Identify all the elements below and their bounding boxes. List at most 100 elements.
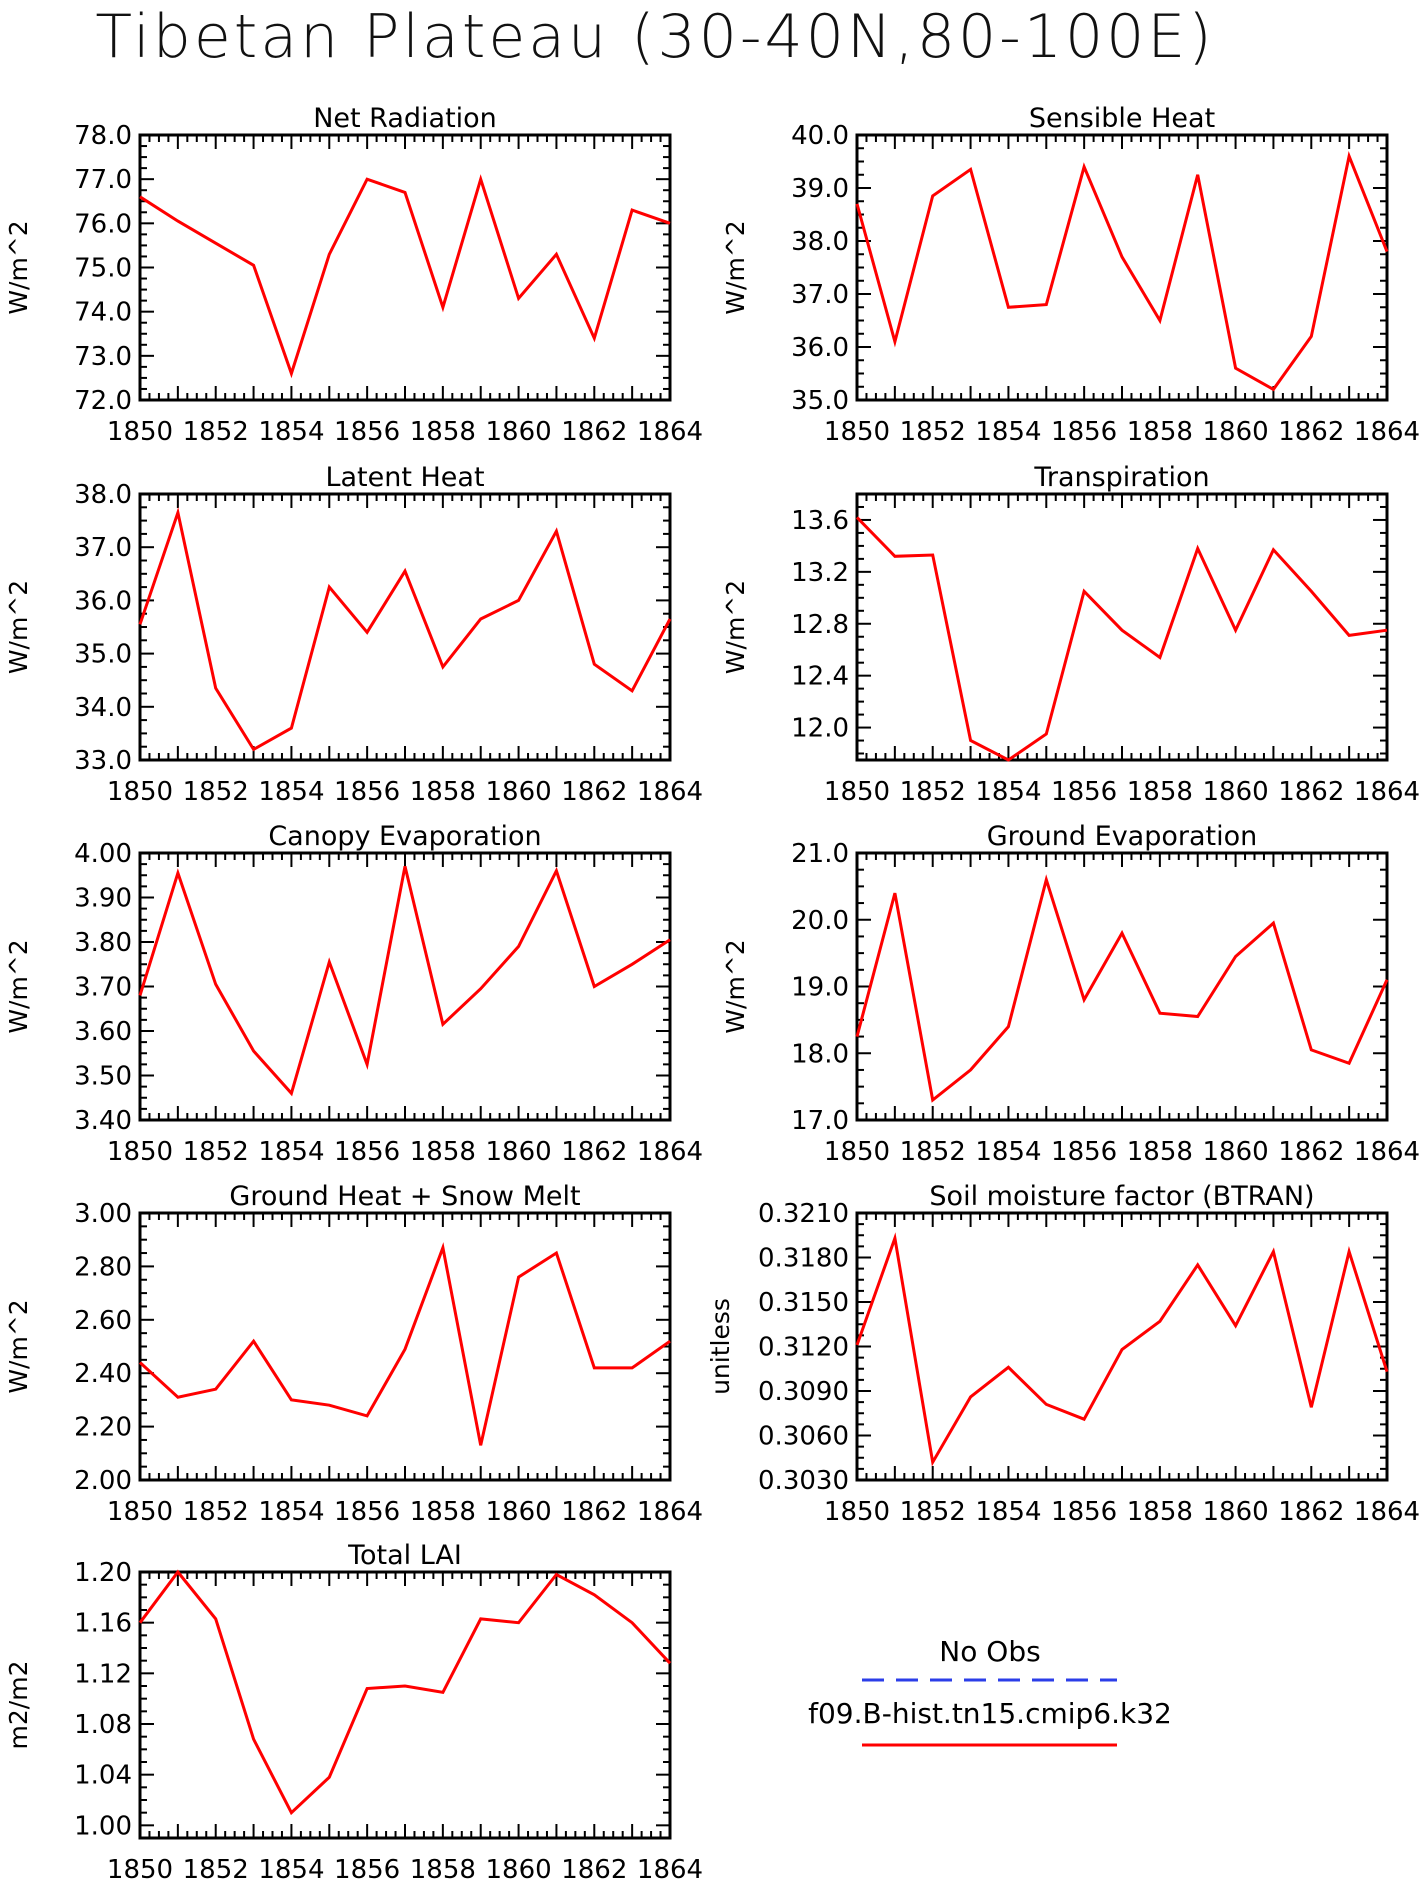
x-tick-label: 1860 xyxy=(1202,777,1268,807)
y-tick-label: 75.0 xyxy=(74,254,132,284)
x-tick-label: 1852 xyxy=(900,777,966,807)
x-tick-label: 1864 xyxy=(637,417,703,447)
panel-title: Net Radiation xyxy=(313,103,497,134)
x-tick-label: 1856 xyxy=(334,1855,400,1885)
y-tick-label: 38.0 xyxy=(74,480,132,510)
panel-9: 1850 1852 1854 1856 1858 1860 1862 1864 1.00 1.04… xyxy=(4,1540,703,1885)
panel-title: Latent Heat xyxy=(325,462,484,493)
x-tick-label: 1860 xyxy=(485,1855,551,1885)
x-tick-label: 1864 xyxy=(1354,1137,1420,1167)
x-tick-label: 1856 xyxy=(334,417,400,447)
x-tick-label: 1858 xyxy=(410,1137,476,1167)
y-tick-label: 33.0 xyxy=(74,746,132,776)
x-tick-label: 1854 xyxy=(258,1855,324,1885)
x-tick-label: 1856 xyxy=(334,1137,400,1167)
x-tick-label: 1856 xyxy=(334,777,400,807)
x-tick-label: 1860 xyxy=(1202,417,1268,447)
x-tick-label: 1858 xyxy=(410,1497,476,1527)
y-tick-label: 18.0 xyxy=(791,1039,849,1069)
y-tick-label: 3.90 xyxy=(74,884,132,914)
x-tick-label: 1852 xyxy=(900,1497,966,1527)
y-tick-label: 0.3030 xyxy=(758,1466,849,1496)
y-tick-label: 35.0 xyxy=(74,640,132,670)
x-tick-label: 1862 xyxy=(561,1855,627,1885)
y-tick-label: 1.00 xyxy=(74,1811,132,1841)
y-tick-label: 2.80 xyxy=(74,1252,132,1282)
x-tick-label: 1862 xyxy=(1278,777,1344,807)
x-tick-label: 1864 xyxy=(637,1137,703,1167)
x-tick-label: 1864 xyxy=(637,777,703,807)
y-axis-label: W/m^2 xyxy=(4,1299,33,1393)
y-tick-label: 3.00 xyxy=(74,1199,132,1229)
x-tick-label: 1860 xyxy=(485,1137,551,1167)
x-tick-label: 1854 xyxy=(975,417,1041,447)
x-tick-label: 1850 xyxy=(824,777,890,807)
panel-title: Ground Evaporation xyxy=(987,821,1258,852)
x-tick-label: 1852 xyxy=(183,777,249,807)
y-tick-label: 72.0 xyxy=(74,386,132,416)
x-tick-label: 1862 xyxy=(1278,417,1344,447)
panel-title: Soil moisture factor (BTRAN) xyxy=(929,1181,1314,1212)
x-tick-label: 1850 xyxy=(107,1137,173,1167)
y-tick-label: 1.12 xyxy=(74,1659,132,1689)
panels-group: 1850 1852 1854 1856 1858 1860 1862 1864 72.0 73.0… xyxy=(4,103,1420,1885)
y-tick-label: 38.0 xyxy=(791,227,849,257)
x-tick-label: 1850 xyxy=(824,1137,890,1167)
x-tick-label: 1852 xyxy=(900,417,966,447)
x-tick-label: 1854 xyxy=(258,417,324,447)
y-tick-label: 2.40 xyxy=(74,1359,132,1389)
y-tick-label: 73.0 xyxy=(74,342,132,372)
x-tick-label: 1852 xyxy=(183,1497,249,1527)
y-tick-label: 12.8 xyxy=(791,610,849,640)
y-tick-label: 1.20 xyxy=(74,1558,132,1588)
series-line xyxy=(138,506,672,752)
y-tick-label: 37.0 xyxy=(791,280,849,310)
x-tick-label: 1854 xyxy=(258,1497,324,1527)
y-tick-label: 3.40 xyxy=(74,1106,132,1136)
y-tick-label: 2.60 xyxy=(74,1306,132,1336)
y-axis-label: W/m^2 xyxy=(721,220,750,314)
y-tick-label: 78.0 xyxy=(74,121,132,151)
y-tick-label: 1.08 xyxy=(74,1710,132,1740)
x-tick-label: 1858 xyxy=(1127,1497,1193,1527)
panel-8: 1850 1852 1854 1856 1858 1860 1862 1864 0.3030 0.… xyxy=(706,1181,1420,1527)
x-tick-label: 1864 xyxy=(637,1497,703,1527)
x-tick-label: 1856 xyxy=(1051,1497,1117,1527)
x-tick-label: 1858 xyxy=(1127,417,1193,447)
x-tick-label: 1856 xyxy=(334,1497,400,1527)
x-tick-label: 1856 xyxy=(1051,1137,1117,1167)
y-tick-label: 1.04 xyxy=(74,1761,132,1791)
y-axis-label: W/m^2 xyxy=(4,580,33,674)
x-tick-label: 1858 xyxy=(1127,777,1193,807)
y-axis-label: W/m^2 xyxy=(4,220,33,314)
panel-1: 1850 1852 1854 1856 1858 1860 1862 1864 72.0 73.0… xyxy=(4,103,703,447)
x-tick-label: 1862 xyxy=(561,777,627,807)
x-tick-label: 1862 xyxy=(1278,1497,1344,1527)
y-tick-label: 13.6 xyxy=(791,506,849,536)
x-tick-label: 1858 xyxy=(410,777,476,807)
x-tick-label: 1862 xyxy=(1278,1137,1344,1167)
panel-7: 1850 1852 1854 1856 1858 1860 1862 1864 2.00 2.20… xyxy=(4,1181,703,1527)
y-tick-label: 74.0 xyxy=(74,298,132,328)
x-tick-label: 1862 xyxy=(561,417,627,447)
y-tick-label: 36.0 xyxy=(791,333,849,363)
y-tick-label: 21.0 xyxy=(791,839,849,869)
y-tick-label: 77.0 xyxy=(74,165,132,195)
y-axis-label: unitless xyxy=(706,1298,735,1395)
y-tick-label: 0.3150 xyxy=(758,1288,849,1318)
x-tick-label: 1858 xyxy=(410,417,476,447)
x-tick-label: 1856 xyxy=(1051,777,1117,807)
y-tick-label: 0.3180 xyxy=(758,1244,849,1274)
series-line xyxy=(855,516,1388,762)
y-tick-label: 20.0 xyxy=(791,906,849,936)
series-line xyxy=(138,1569,672,1816)
y-axis-label: m2/m2 xyxy=(4,1661,33,1750)
y-tick-label: 34.0 xyxy=(74,693,132,723)
x-tick-label: 1850 xyxy=(107,1497,173,1527)
y-tick-label: 0.3090 xyxy=(758,1377,849,1407)
x-tick-label: 1860 xyxy=(485,417,551,447)
x-tick-label: 1860 xyxy=(1202,1137,1268,1167)
y-tick-label: 19.0 xyxy=(791,973,849,1003)
x-tick-label: 1852 xyxy=(900,1137,966,1167)
plot-frame xyxy=(138,492,672,762)
